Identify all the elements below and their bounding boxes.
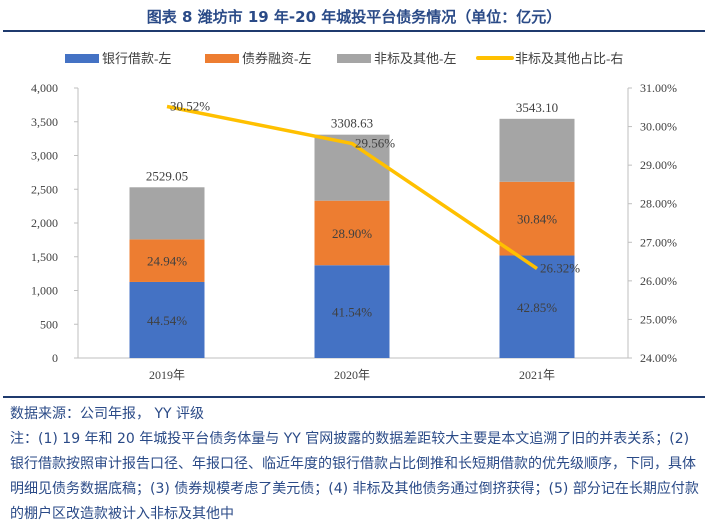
line-data-label: 29.56%: [355, 136, 395, 151]
left-tick-label: 3,500: [31, 115, 58, 129]
left-tick-label: 4,000: [31, 81, 58, 95]
left-tick-label: 2,000: [31, 216, 58, 230]
right-tick-label: 30.00%: [640, 120, 677, 134]
note-text: 注：(1) 19 年和 20 年城投平台债务体量与 YY 官网披露的数据差距较大…: [10, 431, 699, 522]
legend-swatch: [205, 54, 239, 63]
bar-segment: [314, 200, 390, 266]
bar-segment: [499, 118, 575, 182]
right-tick-label: 27.00%: [640, 235, 677, 249]
category-label: 2021年: [519, 368, 555, 382]
legend-label: 非标及其他占比-右: [515, 51, 623, 66]
right-tick-label: 28.00%: [640, 197, 677, 211]
bar-segment: [499, 255, 575, 358]
left-tick-label: 2,500: [31, 182, 58, 196]
notes: 数据来源：公司年报， YY 评级 注：(1) 19 年和 20 年城投平台债务体…: [10, 402, 705, 527]
right-tick-label: 29.00%: [640, 158, 677, 172]
left-tick-label: 1,500: [31, 250, 58, 264]
total-label: 2529.05: [146, 168, 188, 183]
legend-label: 债券融资-左: [242, 51, 311, 66]
source-text: 数据来源：公司年报， YY 评级: [10, 406, 205, 422]
bar-data-label: 44.54%: [147, 313, 187, 328]
line-data-label: 30.52%: [170, 99, 210, 114]
right-tick-label: 26.00%: [640, 274, 677, 288]
right-tick-label: 24.00%: [640, 351, 677, 365]
bar-segment: [314, 265, 390, 358]
right-tick-label: 25.00%: [640, 312, 677, 326]
category-label: 2019年: [149, 368, 185, 382]
stacked-bar-chart: 银行借款-左 债券融资-左 非标及其他-左 非标及其他占比-右 0 500 1,000 1,5…: [31, 51, 677, 382]
title-rule: [3, 30, 705, 32]
footer-rule: [3, 396, 705, 398]
left-tick-label: 500: [40, 317, 58, 331]
total-label: 3308.63: [331, 116, 373, 131]
bar-segment: [129, 187, 205, 240]
bar-segment: [314, 134, 390, 201]
bar-data-label: 24.94%: [147, 254, 187, 269]
share-line: [166, 104, 538, 270]
left-tick-label: 3,000: [31, 149, 58, 163]
legend-label: 银行借款-左: [102, 51, 171, 66]
left-tick-label: 1,000: [31, 284, 58, 298]
category-label: 2020年: [334, 368, 370, 382]
figure-title: 图表 8 潍坊市 19 年-20 年城投平台债务情况（单位：亿元）: [146, 8, 562, 26]
bar-data-label: 41.54%: [332, 305, 372, 320]
right-tick-label: 31.00%: [640, 81, 677, 95]
bar-data-label: 28.90%: [332, 226, 372, 241]
left-tick-label: 0: [52, 351, 58, 365]
bar-segment: [499, 181, 575, 256]
bar-segment: [129, 239, 205, 282]
legend-swatch: [337, 54, 371, 63]
line-data-label: 26.32%: [540, 261, 580, 276]
bar-segment: [129, 281, 205, 358]
total-label: 3543.10: [516, 100, 558, 115]
bar-data-label: 42.85%: [517, 300, 557, 315]
legend-label: 非标及其他-左: [374, 51, 456, 66]
legend-swatch: [65, 54, 99, 63]
bar-data-label: 30.84%: [517, 212, 557, 227]
